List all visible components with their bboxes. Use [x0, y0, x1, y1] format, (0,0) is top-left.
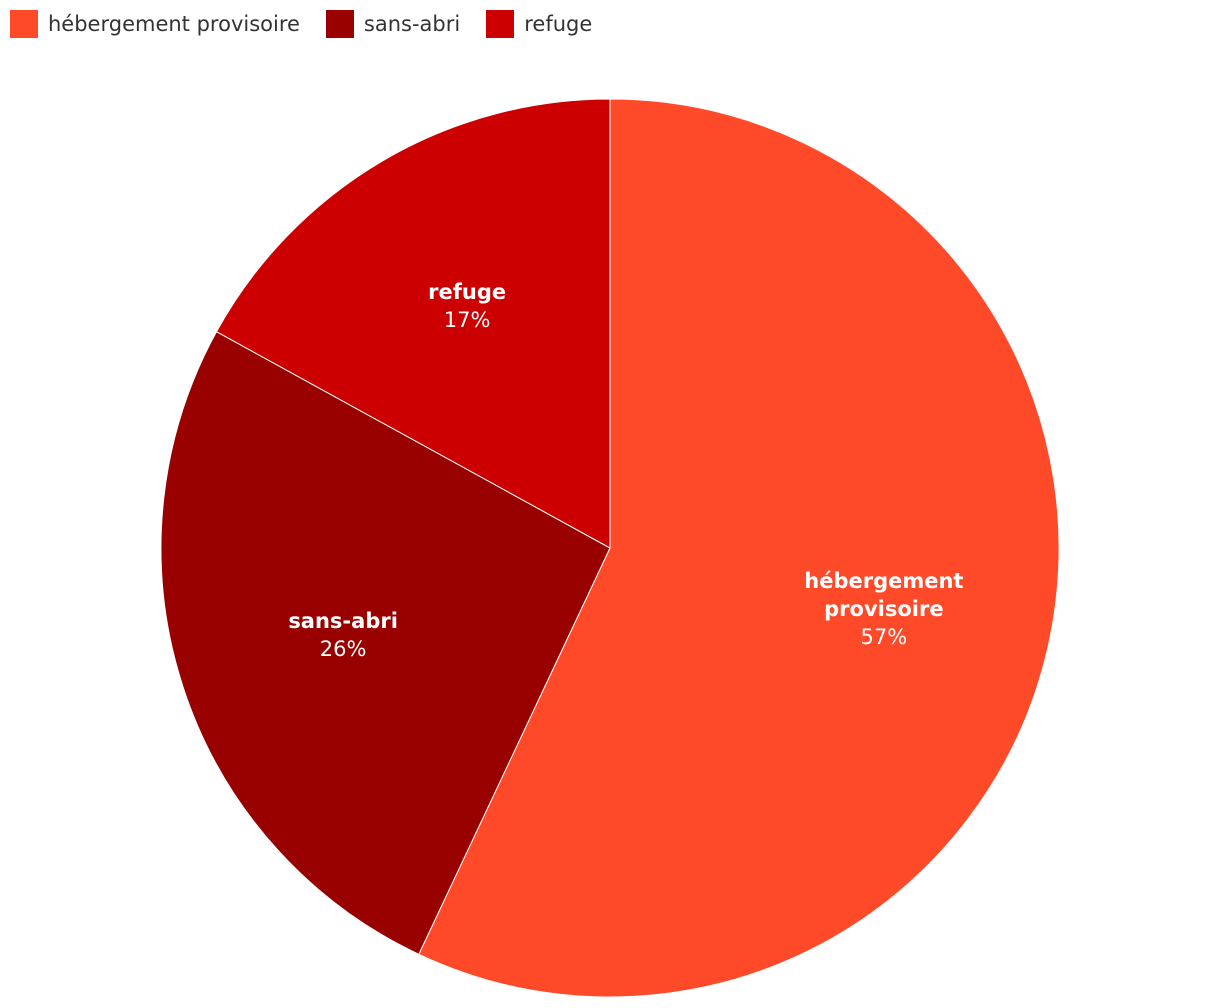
- slice-value: 17%: [443, 308, 491, 333]
- legend: hébergement provisoire sans-abri refuge: [10, 10, 592, 38]
- legend-item: hébergement provisoire: [10, 10, 300, 38]
- legend-item: sans-abri: [325, 10, 461, 38]
- slice-name: sans-abri: [288, 608, 398, 633]
- legend-label: refuge: [524, 12, 593, 36]
- slice-label: hébergement provisoire 57%: [789, 567, 979, 651]
- legend-swatch: [486, 10, 515, 38]
- slice-name: hébergement provisoire: [804, 569, 964, 622]
- pie-slice: [215, 98, 611, 549]
- pie-slice: [418, 98, 1060, 998]
- legend-label: hébergement provisoire: [48, 12, 300, 36]
- legend-swatch: [325, 10, 354, 38]
- slice-label: refuge 17%: [372, 278, 562, 334]
- slice-value: 57%: [860, 625, 908, 650]
- legend-label: sans-abri: [363, 12, 461, 36]
- slice-label: sans-abri 26%: [248, 607, 438, 663]
- slice-value: 26%: [319, 636, 367, 661]
- legend-swatch: [10, 10, 38, 38]
- slice-name: refuge: [428, 280, 507, 305]
- legend-item: refuge: [486, 10, 592, 38]
- pie-slice: [160, 331, 611, 955]
